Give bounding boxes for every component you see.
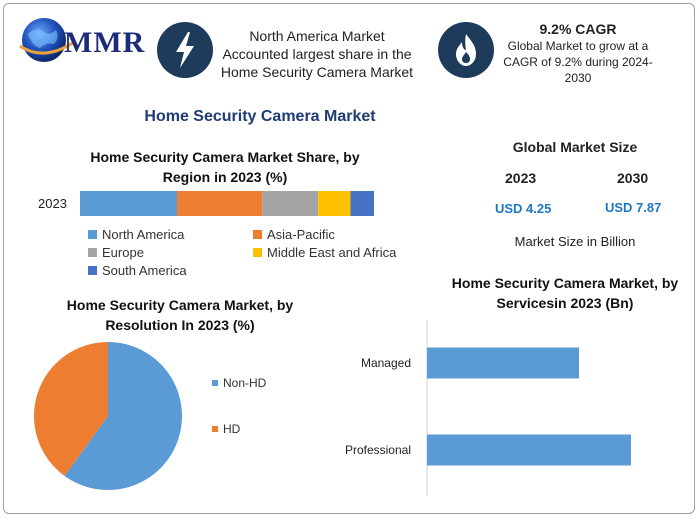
region-bar-category: 2023 [38,196,67,211]
infographic-frame [3,3,695,514]
resolution-chart-title-line: Resolution In 2023 (%) [105,317,255,333]
cagr-line: CAGR of 9.2% during 2024- [503,55,653,69]
resolution-pie-chart [33,342,182,490]
pie-slice-hd [33,342,108,476]
brand-name: MMR [64,26,146,59]
market-year-2023: 2023 [505,170,537,186]
resolution-chart-title-line: Home Security Camera Market, by [66,297,294,313]
legend-item-asia-pacific: Asia-Pacific [253,227,335,242]
market-year-2030: 2030 [617,170,649,186]
legend-item-europe: Europe [88,245,144,260]
highlight1-line: Home Security Camera Market [220,64,414,80]
legend-label: Europe [102,245,144,260]
services-category-label: Managed [361,356,411,370]
legend-label: South America [102,263,187,278]
legend-item-south-america: South America [88,263,187,278]
services-chart-title: Home Security Camera Market, by Services… [440,273,690,313]
globe-icon [19,18,75,62]
highlight1-line: Accounted largest share in the [222,46,412,62]
region-bar-segment-north-america [80,191,178,216]
pie-slice-non-hd [64,342,182,490]
region-bar-segment-asia-pacific [177,191,263,216]
services-category-label: Professional [345,443,411,457]
region-chart-title: Home Security Camera Market Share, by Re… [60,147,390,187]
highlight-cagr: 9.2% CAGR Global Market to grow at a CAG… [500,20,656,86]
pie-legend-hd: HD [212,422,240,436]
pie-legend-label: Non-HD [223,376,267,390]
pie-legend-label: HD [223,422,241,436]
region-stacked-bar [80,191,374,216]
legend-item-middle-east-africa: Middle East and Africa [253,245,396,260]
market-size-title: Global Market Size [512,139,638,155]
services-bar-professional [427,434,631,466]
market-size-note: Market Size in Billion [514,234,636,249]
region-bar-segment-europe [262,191,319,216]
services-bar-chart: Managed Professional [345,320,631,496]
cagr-line: Global Market to grow at a [507,39,649,53]
main-title: Home Security Camera Market [144,108,376,125]
pie-legend-non-hd: Non-HD [212,376,266,390]
services-chart-title-line: Home Security Camera Market, by [451,275,679,291]
region-chart-title-line: Region in 2023 (%) [162,169,288,185]
logo: MMR [14,12,154,68]
region-legend: North America Asia-Pacific Europe Middle… [88,227,418,283]
flame-icon [438,22,494,78]
highlight-north-america: North America Market Accounted largest s… [214,27,420,81]
legend-label: North America [102,227,185,242]
cagr-title: 9.2% CAGR [539,21,617,37]
market-value-2030: USD 7.87 [605,200,662,215]
market-value-2023: USD 4.25 [495,201,552,216]
resolution-chart-title: Home Security Camera Market, by Resoluti… [40,295,320,335]
highlight1-line: North America Market [249,28,385,44]
services-bar-managed [427,347,579,379]
legend-label: Middle East and Africa [267,245,397,260]
legend-label: Asia-Pacific [267,227,335,242]
region-bar-segment-middle-east-and-africa [318,191,351,216]
legend-item-north-america: North America [88,227,184,242]
region-chart-title-line: Home Security Camera Market Share, by [90,149,360,165]
services-chart-title-line: Servicesin 2023 (Bn) [496,295,634,311]
cagr-line: 2030 [564,71,592,85]
region-bar-segment-south-america [350,191,374,216]
lightning-icon [157,22,213,78]
